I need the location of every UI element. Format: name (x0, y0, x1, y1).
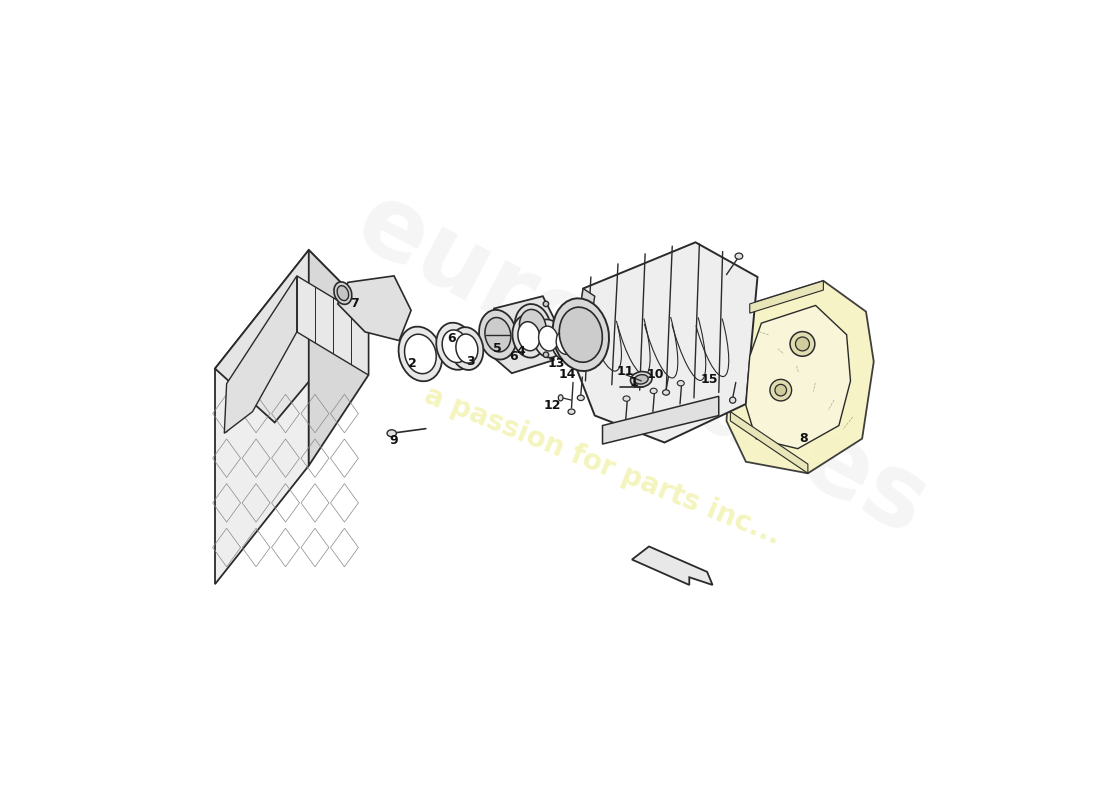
Polygon shape (730, 412, 807, 474)
Ellipse shape (455, 334, 477, 363)
Polygon shape (338, 276, 411, 341)
Ellipse shape (770, 379, 792, 401)
Text: a passion for parts inc...: a passion for parts inc... (420, 381, 785, 550)
Text: 13: 13 (548, 358, 564, 370)
Ellipse shape (559, 394, 563, 401)
Polygon shape (297, 276, 368, 375)
Ellipse shape (513, 315, 546, 358)
Ellipse shape (774, 384, 786, 396)
Text: 10: 10 (647, 368, 664, 382)
Polygon shape (309, 250, 368, 466)
Ellipse shape (398, 326, 442, 382)
Ellipse shape (551, 324, 580, 361)
Ellipse shape (405, 334, 437, 374)
Ellipse shape (437, 322, 474, 370)
Text: 9: 9 (389, 434, 397, 447)
Text: 5: 5 (494, 342, 503, 355)
Polygon shape (575, 242, 758, 442)
Ellipse shape (650, 388, 657, 394)
Ellipse shape (515, 304, 551, 350)
Text: 14: 14 (559, 368, 576, 382)
Ellipse shape (795, 337, 810, 351)
Ellipse shape (559, 307, 603, 362)
Ellipse shape (519, 310, 546, 345)
Ellipse shape (543, 352, 549, 358)
Ellipse shape (543, 302, 549, 306)
Polygon shape (214, 250, 309, 584)
Text: 2: 2 (408, 358, 417, 370)
Ellipse shape (630, 371, 652, 387)
Ellipse shape (729, 397, 736, 403)
Ellipse shape (539, 326, 558, 351)
Ellipse shape (387, 430, 396, 437)
Text: 7: 7 (350, 298, 359, 310)
Polygon shape (575, 289, 595, 346)
Text: 11: 11 (617, 365, 635, 378)
Ellipse shape (337, 286, 349, 301)
Polygon shape (726, 281, 873, 474)
Text: 8: 8 (800, 432, 808, 445)
Ellipse shape (662, 390, 670, 395)
Text: 1: 1 (629, 376, 638, 389)
Ellipse shape (635, 374, 648, 384)
Polygon shape (746, 306, 850, 449)
Polygon shape (224, 276, 297, 434)
Text: eurospares: eurospares (340, 174, 943, 557)
Text: 6: 6 (509, 350, 518, 362)
Ellipse shape (578, 395, 584, 401)
Ellipse shape (735, 253, 743, 259)
Text: 3: 3 (466, 355, 475, 368)
Ellipse shape (790, 332, 815, 356)
Ellipse shape (557, 330, 574, 354)
Ellipse shape (678, 381, 684, 386)
Text: 4: 4 (517, 345, 526, 358)
Text: 12: 12 (543, 399, 561, 412)
Polygon shape (603, 396, 718, 444)
Ellipse shape (552, 298, 609, 371)
Ellipse shape (518, 322, 540, 350)
Ellipse shape (485, 318, 510, 352)
Polygon shape (494, 296, 553, 373)
Text: 15: 15 (701, 373, 718, 386)
Ellipse shape (478, 310, 517, 359)
Polygon shape (631, 546, 713, 585)
Ellipse shape (568, 409, 575, 414)
Polygon shape (750, 281, 824, 313)
Text: 6: 6 (447, 332, 455, 345)
Ellipse shape (450, 327, 483, 370)
Ellipse shape (623, 396, 630, 402)
Ellipse shape (534, 319, 563, 358)
Ellipse shape (442, 330, 469, 362)
Ellipse shape (334, 282, 352, 304)
Polygon shape (214, 250, 368, 422)
